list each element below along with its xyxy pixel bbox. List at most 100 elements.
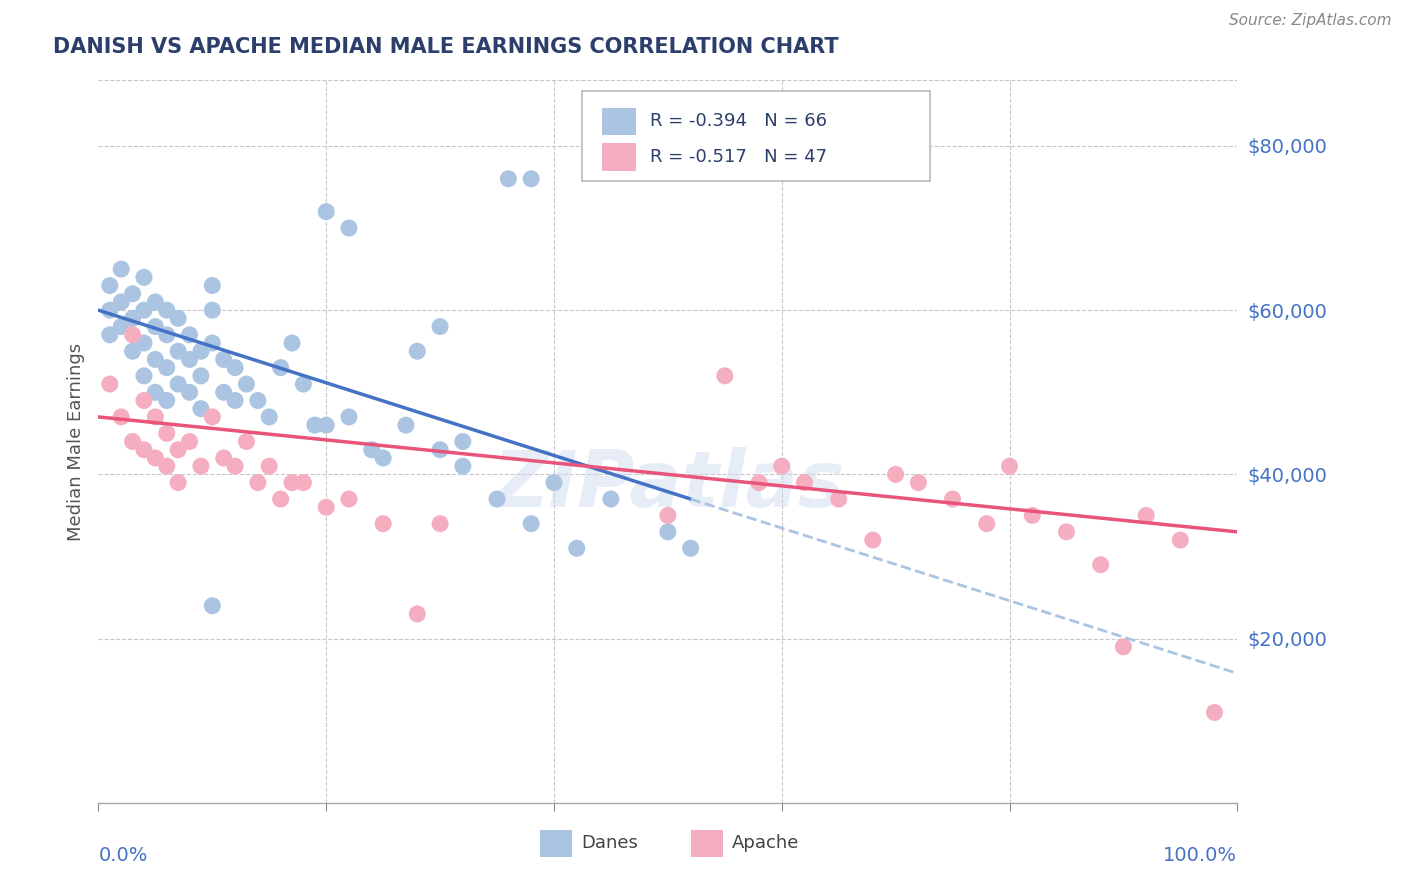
Text: 0.0%: 0.0% bbox=[98, 847, 148, 865]
Point bbox=[145, 319, 167, 334]
Point bbox=[201, 409, 224, 424]
Point bbox=[121, 286, 143, 301]
Point bbox=[156, 393, 179, 408]
Point bbox=[190, 344, 212, 359]
Point bbox=[190, 401, 212, 416]
Point bbox=[132, 270, 155, 285]
Point bbox=[304, 418, 326, 433]
Point bbox=[1054, 524, 1078, 539]
Point bbox=[110, 409, 132, 424]
Text: DANISH VS APACHE MEDIAN MALE EARNINGS CORRELATION CHART: DANISH VS APACHE MEDIAN MALE EARNINGS CO… bbox=[53, 37, 838, 56]
Point bbox=[156, 360, 179, 375]
Point bbox=[998, 459, 1021, 474]
Point bbox=[679, 541, 702, 556]
Point bbox=[429, 442, 451, 457]
Point bbox=[156, 426, 179, 441]
Point bbox=[281, 475, 304, 490]
Point bbox=[179, 434, 201, 449]
Point bbox=[224, 393, 246, 408]
Point bbox=[110, 295, 132, 310]
Point bbox=[371, 516, 394, 531]
FancyBboxPatch shape bbox=[690, 830, 723, 857]
Point bbox=[281, 336, 304, 351]
Point bbox=[259, 459, 281, 474]
Point bbox=[212, 352, 235, 367]
Point bbox=[201, 303, 224, 318]
Point bbox=[429, 319, 451, 334]
Text: ZIPatlas: ZIPatlas bbox=[492, 447, 844, 523]
Point bbox=[190, 459, 212, 474]
Point bbox=[451, 434, 474, 449]
Point bbox=[224, 459, 246, 474]
Point bbox=[110, 319, 132, 334]
Point bbox=[793, 475, 815, 490]
Point bbox=[98, 278, 121, 293]
Point bbox=[520, 171, 543, 186]
Text: Apache: Apache bbox=[731, 834, 799, 852]
Point bbox=[1135, 508, 1157, 523]
Point bbox=[201, 336, 224, 351]
Point bbox=[156, 303, 179, 318]
Text: 100.0%: 100.0% bbox=[1163, 847, 1237, 865]
Point bbox=[179, 352, 201, 367]
Point bbox=[212, 385, 235, 400]
Point bbox=[212, 450, 235, 465]
Text: Danes: Danes bbox=[581, 834, 638, 852]
Point bbox=[337, 221, 360, 235]
Point bbox=[98, 327, 121, 342]
Point bbox=[121, 327, 143, 342]
FancyBboxPatch shape bbox=[540, 830, 572, 857]
FancyBboxPatch shape bbox=[602, 143, 636, 170]
Text: R = -0.394   N = 66: R = -0.394 N = 66 bbox=[650, 112, 827, 130]
Point bbox=[406, 607, 429, 621]
Point bbox=[429, 516, 451, 531]
Point bbox=[259, 409, 281, 424]
Point bbox=[132, 336, 155, 351]
Point bbox=[121, 344, 143, 359]
Text: R = -0.517   N = 47: R = -0.517 N = 47 bbox=[650, 148, 827, 166]
Point bbox=[486, 491, 509, 506]
Point bbox=[235, 377, 257, 392]
Point bbox=[132, 442, 155, 457]
Point bbox=[1204, 706, 1226, 720]
Point bbox=[179, 327, 201, 342]
Point bbox=[132, 303, 155, 318]
Point bbox=[360, 442, 382, 457]
Point bbox=[828, 491, 851, 506]
Point bbox=[1090, 558, 1112, 572]
Point bbox=[246, 393, 269, 408]
Point bbox=[246, 475, 269, 490]
Point bbox=[224, 360, 246, 375]
Point bbox=[145, 450, 167, 465]
Point bbox=[451, 459, 474, 474]
Point bbox=[235, 434, 257, 449]
Point bbox=[292, 377, 315, 392]
Point bbox=[167, 344, 190, 359]
Point bbox=[565, 541, 588, 556]
Point bbox=[121, 434, 143, 449]
Point bbox=[543, 475, 565, 490]
Point bbox=[145, 352, 167, 367]
Point bbox=[167, 442, 190, 457]
Point bbox=[520, 516, 543, 531]
Point bbox=[657, 524, 679, 539]
Point bbox=[395, 418, 418, 433]
Point bbox=[600, 491, 623, 506]
Point bbox=[167, 377, 190, 392]
Point bbox=[315, 418, 337, 433]
Point bbox=[167, 311, 190, 326]
Y-axis label: Median Male Earnings: Median Male Earnings bbox=[66, 343, 84, 541]
Point bbox=[179, 385, 201, 400]
FancyBboxPatch shape bbox=[602, 108, 636, 136]
Point bbox=[201, 278, 224, 293]
Point bbox=[132, 368, 155, 383]
Point bbox=[942, 491, 965, 506]
Point bbox=[657, 508, 679, 523]
Point bbox=[145, 385, 167, 400]
Point bbox=[884, 467, 907, 482]
Text: Source: ZipAtlas.com: Source: ZipAtlas.com bbox=[1229, 13, 1392, 29]
FancyBboxPatch shape bbox=[582, 91, 929, 181]
Point bbox=[270, 360, 292, 375]
Point bbox=[1170, 533, 1192, 547]
Point bbox=[156, 327, 179, 342]
